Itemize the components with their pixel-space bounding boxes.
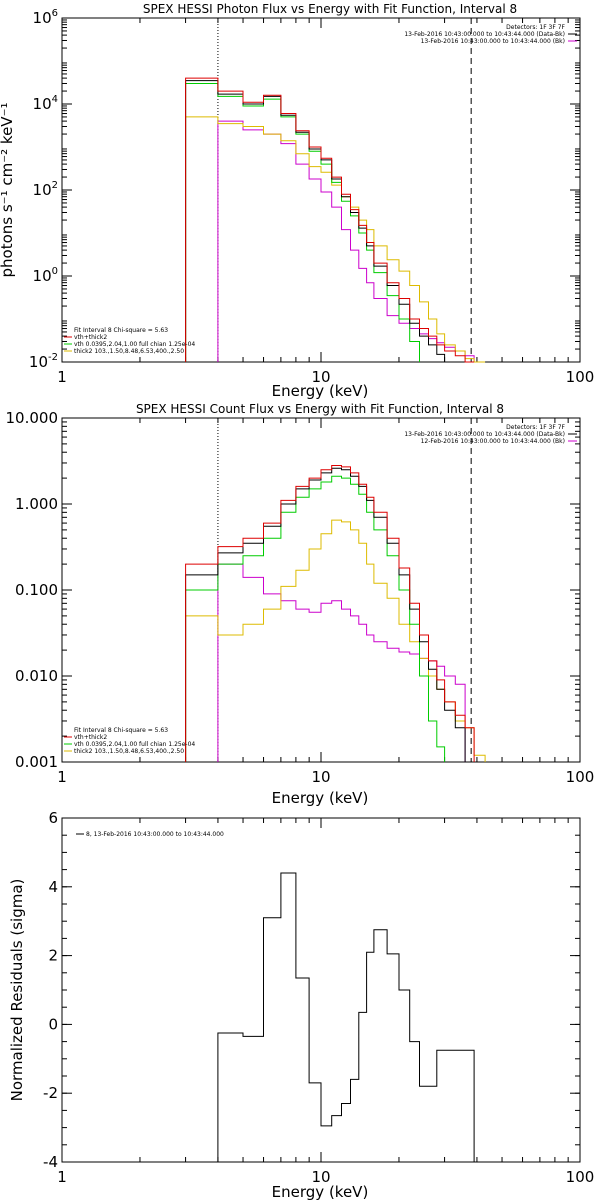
count-top-right-legend-text: Detectors: 1F 3F 7F (506, 424, 565, 431)
photon-bottom-left-legend-text: thick2 103.,1.50,8.48,6.53,400.,2.50 (74, 348, 184, 355)
photon-flux-title: SPEX HESSI Photon Flux vs Energy with Fi… (143, 2, 517, 16)
photon-series-0-step-line (217, 120, 475, 362)
count-x-tick-label: 1 (57, 768, 67, 786)
count-x-tick-label: 100 (566, 768, 595, 786)
residuals-xlabel: Energy (keV) (272, 1183, 369, 1200)
photon-y-tick-label: 106 (33, 8, 58, 27)
resid-y-tick-label: 6 (48, 809, 58, 827)
count-y-tick-label: 10.000 (6, 409, 59, 427)
count-flux-panel: SPEX HESSI Count Flux vs Energy with Fit… (6, 402, 595, 807)
photon-top-right-legend-text: Detectors: 1F 3F 7F (506, 24, 565, 31)
resid-top-left-legend-text: 8, 13-Feb-2016 10:43:00.000 to 10:43:44.… (86, 831, 224, 838)
count-x-tick-label: 10 (311, 768, 330, 786)
photon-series-2-step-line (185, 83, 420, 362)
count-bottom-left-legend-text: Fit Interval 8 Chi-square = 5.63 (74, 727, 168, 734)
photon-series-1-step-line (185, 116, 486, 363)
photon-series-4-step-line (185, 77, 475, 363)
resid-y-tick-label: -4 (43, 1153, 58, 1171)
count-y-tick-label: 0.100 (15, 581, 58, 599)
photon-series-3-step-line (185, 80, 446, 362)
photon-top-right-legend-text: 13-Feb-2016 10:43:00.000 to 10:43:44.000… (421, 38, 565, 45)
residuals-ylabel: Normalized Residuals (sigma) (8, 879, 26, 1102)
photon-x-tick-label: 10 (311, 368, 330, 386)
count-series-1-step-line (185, 519, 486, 762)
photon-y-tick-label: 10-2 (29, 352, 58, 371)
photon-bottom-left-legend-text: vth 0.0395,2.04,1.00 full chian 1.25e-04 (74, 341, 195, 348)
count-bottom-left-legend-text: thick2 103.,1.50,8.48,6.53,400.,2.50 (74, 748, 184, 755)
photon-flux-panel: SPEX HESSI Photon Flux vs Energy with Fi… (0, 2, 594, 400)
count-flux-title: SPEX HESSI Count Flux vs Energy with Fit… (136, 402, 504, 416)
photon-bottom-left-legend-text: Fit Interval 8 Chi-square = 5.63 (74, 327, 168, 334)
resid-y-tick-label: 4 (48, 878, 58, 896)
resid-y-tick-label: 0 (48, 1015, 58, 1033)
count-top-right-legend-text: 13-Feb-2016 10:43:00.000 to 10:43:44.000… (404, 431, 565, 438)
photon-y-tick-label: 104 (33, 94, 58, 113)
count-flux-xlabel: Energy (keV) (272, 789, 369, 807)
resid-x-tick-label: 10 (311, 1168, 330, 1186)
photon-y-tick-label: 102 (33, 180, 58, 199)
resid-x-tick-label: 1 (57, 1168, 67, 1186)
count-y-tick-label: 0.010 (15, 667, 58, 685)
photon-top-right-legend-text: 13-Feb-2016 10:43:00.000 to 10:43:44.000… (404, 31, 565, 38)
residuals-panel: Energy (keV) Normalized Residuals (sigma… (8, 809, 594, 1200)
resid-series-0-step-line (217, 872, 475, 1162)
count-series-2-step-line (185, 475, 446, 762)
photon-flux-xlabel: Energy (keV) (272, 382, 369, 400)
photon-flux-ylabel: photons s⁻¹ cm⁻² keV⁻¹ (0, 103, 16, 278)
photon-bottom-left-legend-text: vth+thick2 (74, 334, 107, 341)
resid-y-tick-label: -2 (43, 1084, 58, 1102)
count-y-tick-label: 1.000 (15, 495, 58, 513)
count-series-3-step-line (185, 467, 466, 762)
photon-x-tick-label: 100 (566, 368, 595, 386)
count-bottom-left-legend-text: vth 0.0395,2.04,1.00 full chian 1.25e-04 (74, 741, 195, 748)
resid-x-tick-label: 100 (566, 1168, 595, 1186)
count-series-4-step-line (185, 465, 475, 762)
photon-y-tick-label: 100 (33, 266, 58, 285)
count-y-tick-label: 0.001 (15, 753, 58, 771)
resid-y-tick-label: 2 (48, 947, 58, 965)
count-top-right-legend-text: 12-Feb-2016 10:43:00.000 to 10:43:44.000… (421, 438, 565, 445)
photon-x-tick-label: 1 (57, 368, 67, 386)
count-bottom-left-legend-text: vth+thick2 (74, 734, 107, 741)
